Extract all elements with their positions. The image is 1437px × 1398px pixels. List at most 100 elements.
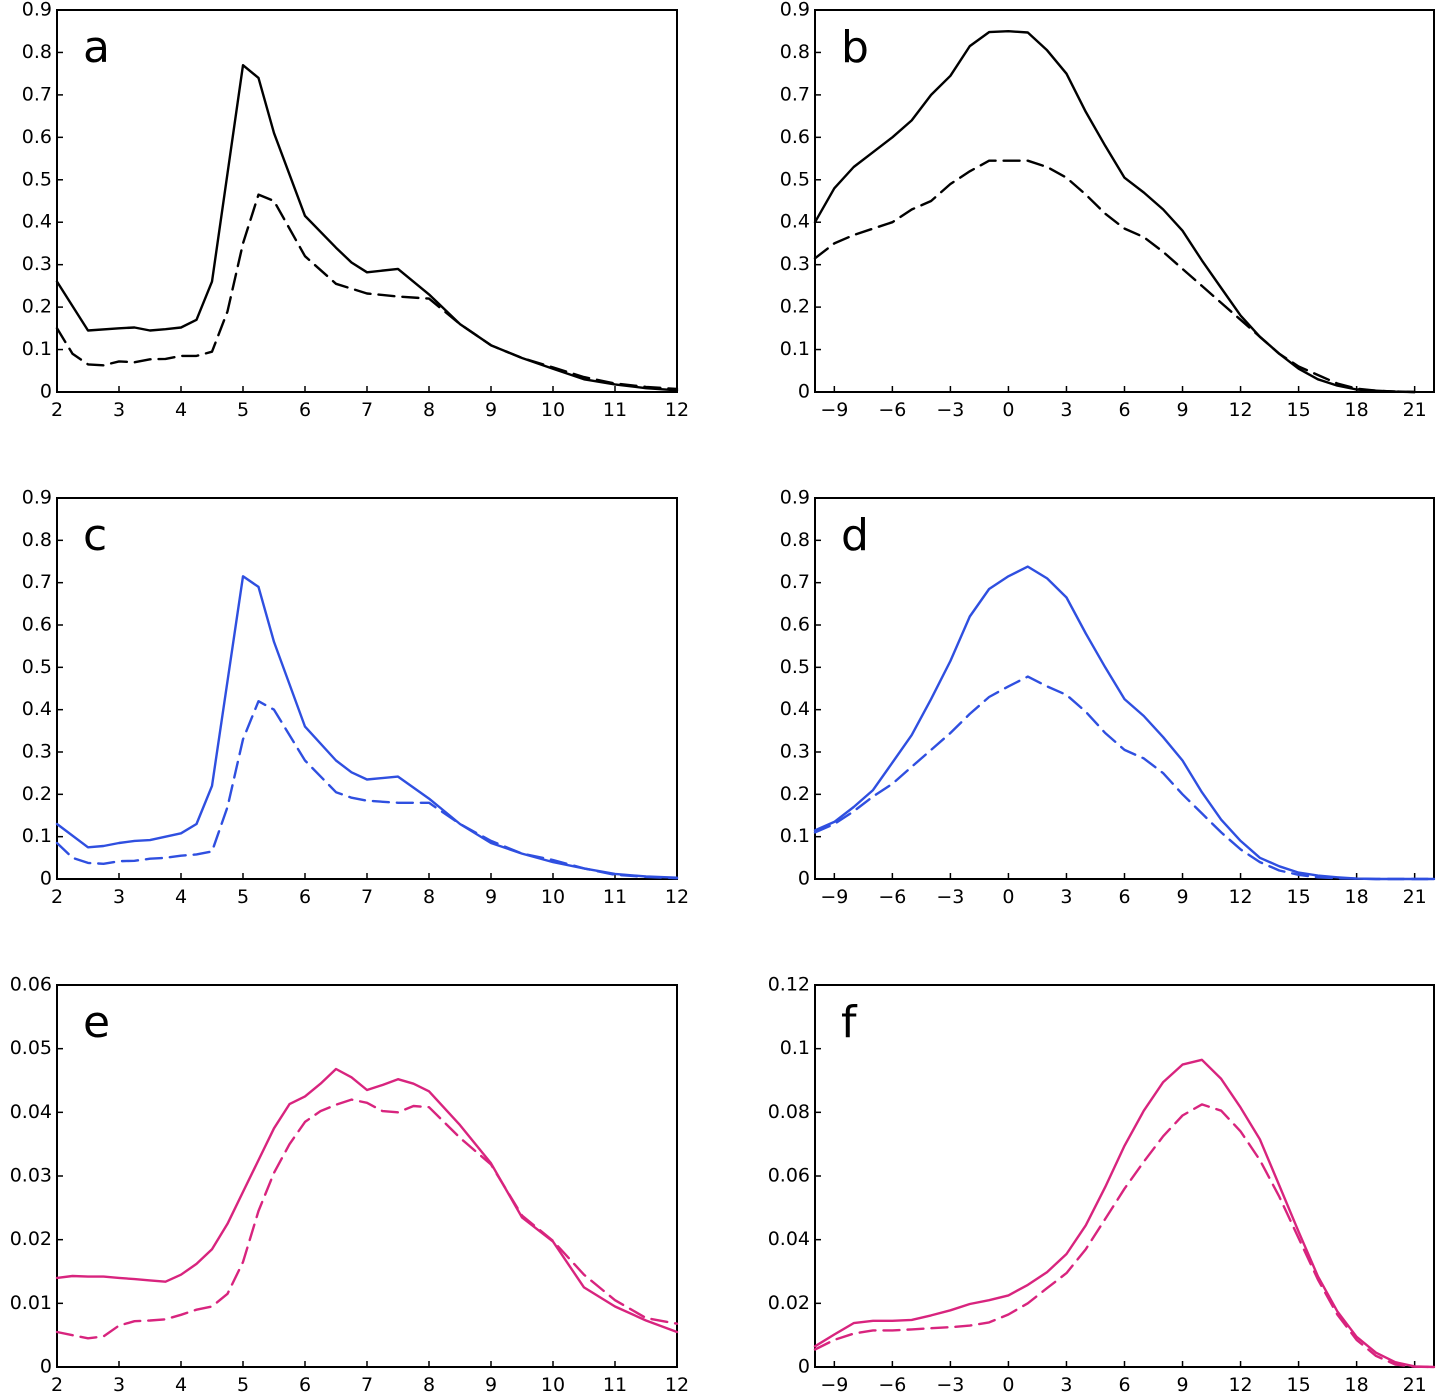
y-tick-label: 0.3 — [780, 253, 810, 275]
y-tick-label: 0.4 — [22, 211, 52, 233]
x-tick-label: 2 — [51, 399, 63, 421]
x-tick-label: 11 — [603, 399, 627, 421]
y-tick-label: 0 — [798, 868, 810, 890]
y-tick-label: 0.04 — [10, 1101, 52, 1123]
x-tick-label: −9 — [820, 886, 848, 908]
x-tick-label: 15 — [1287, 399, 1311, 421]
plot-frame — [56, 984, 678, 1368]
y-tick-label: 0.02 — [10, 1228, 52, 1250]
y-tick-label: 0.9 — [22, 0, 52, 21]
y-tick-label: 0.1 — [780, 825, 810, 847]
series-line-dashed — [813, 159, 1416, 394]
y-tick-label: 0.2 — [780, 296, 810, 318]
y-tick-label: 0.02 — [768, 1292, 810, 1314]
y-tick-label: 0 — [40, 381, 52, 403]
x-tick-label: 5 — [237, 1374, 249, 1396]
series-line-solid — [55, 63, 679, 392]
y-tick-label: 0 — [40, 1356, 52, 1378]
x-tick-label: 9 — [485, 886, 497, 908]
y-tick-label: 0 — [40, 868, 52, 890]
x-tick-label: 3 — [1060, 399, 1072, 421]
x-tick-label: 10 — [541, 886, 565, 908]
y-tick-label: 0.7 — [780, 83, 810, 105]
x-tick-label: 21 — [1403, 886, 1427, 908]
x-tick-label: 9 — [1176, 886, 1188, 908]
y-tick-label: 0.4 — [780, 211, 810, 233]
x-tick-label: 4 — [175, 1374, 187, 1396]
y-tick-label: 0.1 — [780, 338, 810, 360]
x-tick-label: 4 — [175, 886, 187, 908]
x-tick-label: −6 — [878, 886, 906, 908]
x-tick-label: 15 — [1287, 886, 1311, 908]
y-tick-label: 0.1 — [780, 1037, 810, 1059]
y-tick-label: 0.7 — [22, 571, 52, 593]
y-tick-label: 0.4 — [780, 698, 810, 720]
x-tick-label: 9 — [485, 1374, 497, 1396]
panel-label: f — [841, 997, 858, 1048]
y-tick-label: 0.8 — [22, 41, 52, 63]
x-tick-label: 0 — [1002, 399, 1014, 421]
y-tick-label: 0.12 — [768, 974, 810, 996]
x-tick-label: 8 — [423, 886, 435, 908]
x-tick-label: 7 — [361, 399, 373, 421]
panel-f: 0 0.02 0.04 0.06 0.08 0.1 0.12 −9 −6 −3 0 3 6 9 12 15 18… — [768, 974, 1436, 1396]
y-tick-label: 0.6 — [780, 126, 810, 148]
y-tick-label: 0.8 — [22, 529, 52, 551]
x-tick-label: 21 — [1403, 399, 1427, 421]
y-tick-label: 0.5 — [22, 168, 52, 190]
series-line-solid — [55, 1067, 679, 1334]
series-line-solid — [813, 30, 1416, 394]
x-tick-label: −9 — [820, 399, 848, 421]
x-tick-label: −6 — [878, 399, 906, 421]
x-tick-label: −3 — [936, 886, 964, 908]
x-tick-label: 8 — [423, 1374, 435, 1396]
x-tick-label: 10 — [541, 1374, 565, 1396]
y-tick-label: 0.01 — [10, 1292, 52, 1314]
x-tick-label: 5 — [237, 886, 249, 908]
y-tick-label: 0.06 — [10, 974, 52, 996]
x-tick-label: 9 — [485, 399, 497, 421]
y-tick-label: 0.2 — [22, 296, 52, 318]
x-tick-label: 3 — [1060, 1374, 1072, 1396]
y-tick-label: 0.06 — [768, 1165, 810, 1187]
plot-frame — [814, 9, 1435, 393]
x-tick-label: 10 — [541, 399, 565, 421]
panel-c: 0 0.1 0.2 0.3 0.4 0.5 0.6 0.7 0.8 0.9 2 3 4 5 6 7 8 9 10 11… — [22, 487, 689, 909]
y-tick-label: 0.6 — [780, 614, 810, 636]
x-tick-label: 6 — [299, 1374, 311, 1396]
series-line-solid — [55, 575, 679, 879]
y-tick-label: 0.7 — [22, 83, 52, 105]
series-line-dashed — [55, 1098, 679, 1340]
plot-frame — [56, 9, 678, 393]
y-tick-label: 0.9 — [780, 487, 810, 509]
panel-label: e — [83, 997, 110, 1048]
y-tick-label: 0.7 — [780, 571, 810, 593]
y-tick-label: 0.1 — [22, 338, 52, 360]
y-tick-label: 0.5 — [780, 168, 810, 190]
x-tick-label: 3 — [113, 886, 125, 908]
x-tick-label: 3 — [113, 1374, 125, 1396]
y-tick-label: 0.3 — [780, 741, 810, 763]
y-tick-label: 0.5 — [780, 656, 810, 678]
y-tick-label: 0.3 — [22, 741, 52, 763]
panel-label: b — [841, 22, 869, 73]
plot-frame — [814, 497, 1435, 880]
y-tick-label: 0.6 — [22, 614, 52, 636]
x-tick-label: 6 — [1118, 886, 1130, 908]
x-tick-label: 12 — [1228, 1374, 1252, 1396]
x-tick-label: 18 — [1345, 399, 1369, 421]
x-tick-label: 3 — [1060, 886, 1072, 908]
y-tick-label: 0 — [798, 381, 810, 403]
y-tick-label: 0.3 — [22, 253, 52, 275]
x-tick-label: −9 — [820, 1374, 848, 1396]
x-tick-label: 11 — [603, 1374, 627, 1396]
x-tick-label: 6 — [1118, 1374, 1130, 1396]
panel-label: a — [83, 22, 110, 73]
y-tick-label: 0.5 — [22, 656, 52, 678]
y-tick-label: 0.04 — [768, 1228, 810, 1250]
x-tick-label: 6 — [299, 886, 311, 908]
series-line-dashed — [813, 1103, 1436, 1369]
x-tick-label: −3 — [936, 399, 964, 421]
x-tick-label: 12 — [665, 886, 689, 908]
x-tick-label: 9 — [1176, 399, 1188, 421]
